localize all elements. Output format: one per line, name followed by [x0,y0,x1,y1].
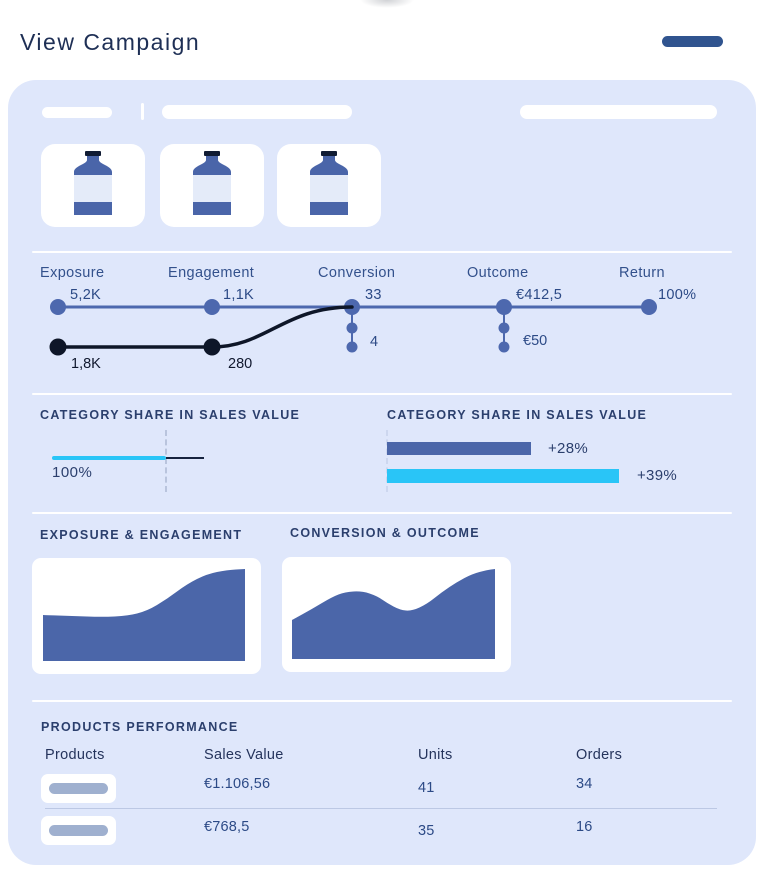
cell-sales-value: €768,5 [204,819,250,835]
product-name-placeholder [49,825,108,836]
share-bar [387,442,531,455]
funnel-stage-label: Conversion [318,265,396,281]
cell-sales-value: €1.106,56 [204,776,271,792]
funnel-top-value: €412,5 [516,287,563,303]
funnel-bottom-value: 1,8K [71,356,101,372]
conversion-outcome-chart [282,557,511,672]
dashed-benchmark-line [165,430,167,492]
product-thumbnail-card[interactable] [41,816,116,845]
bottle-icon [309,151,349,220]
top-notch [360,0,414,8]
cell-orders: 16 [576,819,593,835]
category-share-dark-line [166,457,204,459]
funnel-sub-value: 4 [370,334,379,350]
cell-units: 41 [418,780,435,796]
category-share-right-title: CATEGORY SHARE IN SALES VALUE [387,408,648,422]
bottle-icon [192,151,232,220]
section-divider [32,700,732,702]
product-card[interactable] [160,144,264,227]
column-header-units: Units [418,747,453,763]
section-divider [32,251,732,253]
column-header-products: Products [45,747,105,763]
product-name-placeholder [49,783,108,794]
product-card[interactable] [277,144,381,227]
share-bar-label: +39% [637,467,677,484]
page-title: View Campaign [20,29,201,55]
funnel-stage-label: Return [619,265,665,281]
product-thumbnail-card[interactable] [41,774,116,803]
table-row-divider [45,808,717,809]
funnel-bottom-value: 280 [228,356,253,372]
column-header-orders: Orders [576,747,623,763]
category-share-left-title: CATEGORY SHARE IN SALES VALUE [40,408,301,422]
campaign-panel: Exposure Engagement Conversion Outcome R… [8,80,756,865]
skeleton-bar [162,105,352,119]
funnel-stage-label: Exposure [40,265,105,281]
conversion-outcome-title: CONVERSION & OUTCOME [290,526,480,540]
skeleton-divider [141,103,144,120]
funnel-top-value: 1,1K [223,287,255,303]
skeleton-bar [520,105,717,119]
share-bar-label: +28% [548,440,588,457]
share-bar [387,469,619,483]
funnel-top-value: 33 [365,287,382,303]
exposure-engagement-chart [32,558,261,674]
funnel-top-value: 5,2K [70,287,102,303]
products-performance-title: PRODUCTS PERFORMANCE [41,720,239,734]
menu-pill-button[interactable] [662,36,723,47]
skeleton-bar [42,107,112,118]
column-header-sales-value: Sales Value [204,747,284,763]
funnel-sub-value: €50 [523,333,548,349]
funnel-lines-graphic [49,299,657,356]
funnel-stage-label: Outcome [467,265,529,281]
category-share-percent: 100% [52,464,93,481]
funnel-top-value: 100% [658,287,697,303]
category-share-cyan-line [52,456,166,460]
dashed-axis-line [386,430,388,492]
bottle-icon [73,151,113,220]
exposure-engagement-title: EXPOSURE & ENGAGEMENT [40,528,243,542]
section-divider [32,393,732,395]
cell-orders: 34 [576,776,593,792]
funnel-chart: Exposure Engagement Conversion Outcome R… [8,260,756,400]
cell-units: 35 [418,823,435,839]
section-divider [32,512,732,514]
product-card[interactable] [41,144,145,227]
funnel-stage-label: Engagement [168,265,255,281]
